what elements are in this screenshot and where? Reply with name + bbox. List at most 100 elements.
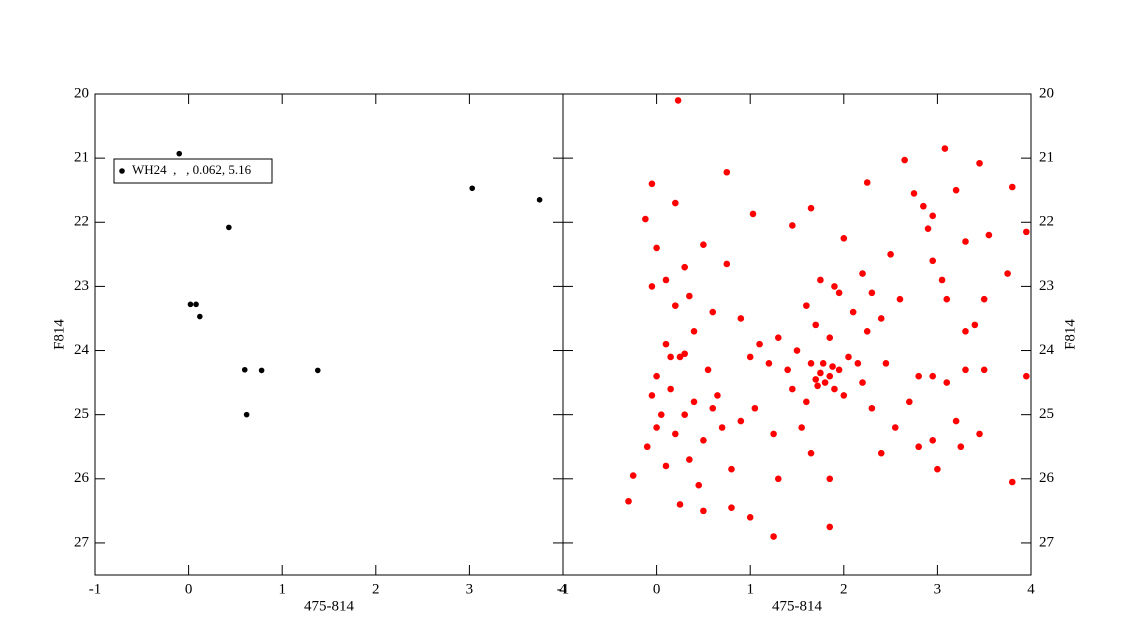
point	[976, 159, 983, 167]
point	[807, 204, 815, 212]
x-tick-label: 1	[278, 581, 286, 597]
y-axis-label: F814	[51, 319, 67, 350]
point	[1004, 270, 1011, 277]
point	[770, 533, 777, 540]
point	[676, 501, 684, 508]
point	[686, 456, 693, 463]
y-tick-label: 27	[74, 534, 90, 550]
point	[812, 376, 820, 383]
point	[826, 372, 834, 380]
point	[882, 360, 890, 367]
point	[831, 283, 838, 290]
point	[849, 308, 857, 316]
point	[241, 366, 248, 373]
point	[812, 321, 820, 329]
point	[536, 197, 543, 203]
point	[774, 334, 782, 342]
point	[176, 150, 183, 157]
point	[243, 411, 250, 418]
point	[718, 424, 726, 431]
point	[690, 327, 698, 335]
point	[829, 363, 836, 370]
x-tick-label: 1	[746, 581, 754, 597]
point	[938, 276, 946, 284]
point	[929, 212, 937, 220]
point	[929, 257, 937, 265]
point	[187, 301, 194, 308]
point	[980, 366, 988, 374]
x-tick-label: 3	[934, 581, 942, 597]
point	[197, 313, 203, 320]
point	[784, 366, 791, 374]
x-tick-label: 2	[372, 581, 380, 597]
point	[887, 251, 894, 258]
point	[957, 443, 965, 451]
y-tick-label: 23	[74, 278, 89, 294]
y-tick-label: 26	[74, 470, 90, 486]
point	[672, 199, 679, 207]
point	[648, 283, 656, 290]
point	[700, 241, 707, 249]
point	[653, 424, 660, 431]
point	[920, 202, 927, 210]
y-tick-label: 20	[74, 85, 89, 101]
y-axis-label: F814	[1062, 319, 1078, 350]
point	[896, 295, 904, 303]
point	[807, 449, 815, 457]
x-tick-label: 2	[840, 581, 848, 597]
point	[751, 404, 759, 412]
point	[681, 350, 688, 358]
point	[943, 295, 951, 303]
point	[662, 340, 670, 348]
point	[915, 443, 922, 451]
point	[700, 507, 707, 515]
point	[193, 301, 199, 308]
x-tick-label: 4	[559, 581, 567, 597]
point	[826, 334, 834, 342]
point	[648, 392, 656, 399]
point	[915, 372, 922, 380]
point	[657, 411, 665, 418]
point	[962, 327, 969, 335]
plot-frame	[562, 93, 1032, 576]
point	[929, 372, 937, 380]
point	[868, 404, 876, 412]
y-tick-label: 20	[1039, 85, 1054, 101]
point	[835, 366, 843, 374]
point	[854, 360, 862, 367]
point	[985, 231, 993, 239]
point	[704, 366, 712, 374]
point	[774, 475, 782, 483]
point	[765, 360, 773, 367]
y-tick-label: 24	[74, 342, 90, 358]
point	[723, 168, 731, 176]
point	[803, 302, 810, 309]
point	[667, 385, 674, 393]
point	[469, 185, 476, 192]
point	[662, 276, 670, 284]
point	[1023, 228, 1030, 236]
point	[863, 179, 871, 186]
point	[681, 263, 688, 271]
point	[789, 385, 796, 393]
point	[789, 222, 796, 229]
point	[803, 398, 810, 406]
y-tick-label: 25	[74, 406, 89, 422]
y-tick-label: 22	[74, 214, 89, 230]
point	[840, 392, 848, 399]
legend-label: WH24 , , 0.062, 5.16	[132, 162, 252, 177]
point	[629, 472, 637, 479]
point	[835, 289, 843, 297]
x-tick-label: 0	[185, 581, 193, 597]
point	[674, 97, 682, 104]
point	[625, 497, 632, 505]
point	[877, 449, 885, 457]
point	[749, 210, 757, 218]
point	[934, 465, 941, 473]
x-tick-label: -1	[557, 581, 570, 597]
point	[690, 398, 698, 406]
point	[817, 276, 824, 284]
point	[929, 437, 937, 444]
point	[840, 235, 848, 242]
